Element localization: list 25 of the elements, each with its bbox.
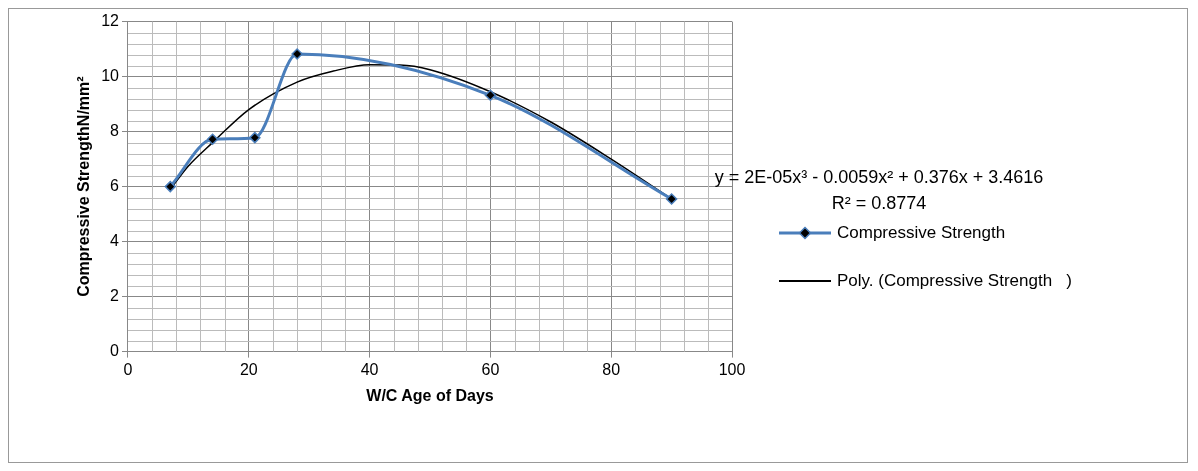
legend-label: Compressive Strength [837, 223, 1006, 243]
text: R² = 0.8774 [830, 192, 928, 215]
y-tick-label: 2 [110, 287, 120, 305]
point [665, 193, 678, 205]
point [249, 131, 261, 144]
y-tick-label: 12 [101, 12, 120, 30]
y-tick-label: 10 [101, 67, 120, 85]
x-tick-label: 100 [718, 360, 746, 378]
legend-label: Poly. (Compressive Strength ) [837, 271, 1072, 291]
y-tick-label: 0 [110, 342, 120, 360]
y-tick-label: 4 [110, 232, 120, 250]
x-tick-label: 40 [360, 360, 379, 378]
x-tick-label: 80 [602, 360, 621, 378]
x-tick-label: 60 [481, 360, 500, 378]
x-tick-label: 20 [239, 360, 258, 378]
x-axis-title: W/C Age of Days [366, 386, 494, 404]
annotation: y = 2E-05x³ - 0.0059x² + 0.376x + 3.4616 [713, 166, 1045, 189]
x-tick-label: 0 [123, 360, 133, 378]
point [206, 133, 219, 146]
y-tick-label: 8 [110, 122, 120, 140]
point [291, 48, 303, 60]
point [484, 89, 497, 102]
y-tick-label: 6 [110, 177, 120, 195]
y-axis-title: Compressive StrengthN/mm² [75, 76, 93, 297]
point [164, 180, 177, 193]
